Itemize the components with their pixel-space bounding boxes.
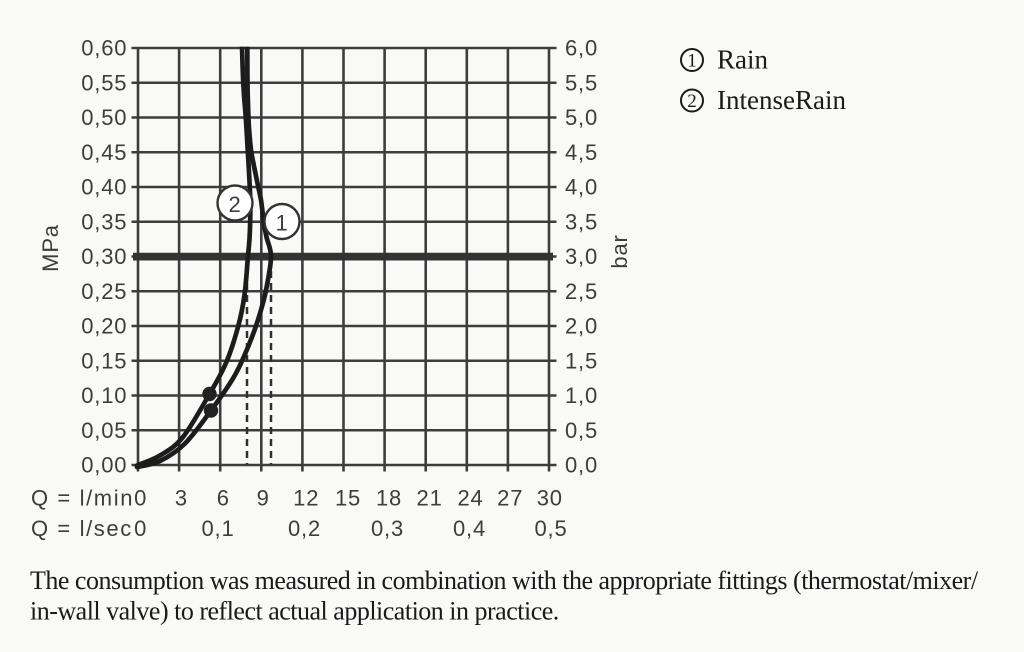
svg-text:3,5: 3,5: [565, 209, 598, 234]
svg-text:3,0: 3,0: [565, 244, 598, 269]
svg-text:0,00: 0,00: [81, 453, 127, 478]
svg-text:0,30: 0,30: [81, 244, 127, 269]
svg-text:Q = l/min: Q = l/min: [31, 486, 134, 511]
svg-text:6,0: 6,0: [565, 36, 598, 61]
svg-text:2,0: 2,0: [565, 314, 598, 339]
svg-text:IntenseRain: IntenseRain: [717, 85, 846, 115]
svg-text:0,35: 0,35: [81, 209, 127, 234]
svg-text:30: 30: [537, 486, 563, 511]
svg-text:1: 1: [275, 211, 288, 236]
svg-text:1: 1: [687, 51, 697, 72]
svg-text:0,2: 0,2: [288, 516, 321, 541]
svg-text:0,1: 0,1: [202, 516, 235, 541]
svg-text:0: 0: [134, 516, 147, 541]
svg-text:MPa: MPa: [38, 224, 63, 272]
svg-text:1,5: 1,5: [565, 348, 598, 373]
svg-text:5,5: 5,5: [565, 70, 598, 95]
svg-text:bar: bar: [607, 234, 632, 268]
svg-text:0,25: 0,25: [81, 279, 127, 304]
svg-text:4,5: 4,5: [565, 140, 598, 165]
svg-text:6: 6: [217, 486, 230, 511]
svg-text:Rain: Rain: [717, 45, 768, 75]
svg-text:4,0: 4,0: [565, 175, 598, 200]
svg-text:0,0: 0,0: [565, 453, 598, 478]
svg-text:9: 9: [257, 486, 270, 511]
svg-text:0: 0: [134, 486, 147, 511]
svg-text:0,4: 0,4: [453, 516, 486, 541]
svg-text:5,0: 5,0: [565, 105, 598, 130]
svg-text:0,15: 0,15: [81, 348, 127, 373]
svg-text:0,45: 0,45: [81, 140, 127, 165]
svg-text:0,20: 0,20: [81, 314, 127, 339]
svg-text:0,10: 0,10: [81, 383, 127, 408]
svg-text:0,60: 0,60: [81, 36, 127, 61]
svg-text:0,3: 0,3: [371, 516, 404, 541]
svg-text:2: 2: [687, 91, 697, 112]
svg-text:27: 27: [497, 486, 523, 511]
svg-text:2,5: 2,5: [565, 279, 598, 304]
svg-text:Q = l/sec: Q = l/sec: [31, 516, 133, 541]
svg-text:0,50: 0,50: [81, 105, 127, 130]
svg-text:0,5: 0,5: [535, 516, 568, 541]
svg-text:15: 15: [335, 486, 361, 511]
svg-text:18: 18: [376, 486, 402, 511]
svg-text:2: 2: [228, 192, 241, 217]
svg-text:24: 24: [457, 486, 483, 511]
svg-text:0,55: 0,55: [81, 70, 127, 95]
svg-text:0,05: 0,05: [81, 418, 127, 443]
svg-text:in-wall valve) to reflect actu: in-wall valve) to reflect actual applica…: [30, 597, 559, 626]
svg-text:0,40: 0,40: [81, 175, 127, 200]
svg-text:12: 12: [293, 486, 319, 511]
svg-text:The consumption was measured i: The consumption was measured in combinat…: [30, 566, 979, 595]
svg-text:1,0: 1,0: [565, 383, 598, 408]
svg-text:3: 3: [175, 486, 188, 511]
svg-text:0,5: 0,5: [565, 418, 598, 443]
svg-text:21: 21: [417, 486, 443, 511]
